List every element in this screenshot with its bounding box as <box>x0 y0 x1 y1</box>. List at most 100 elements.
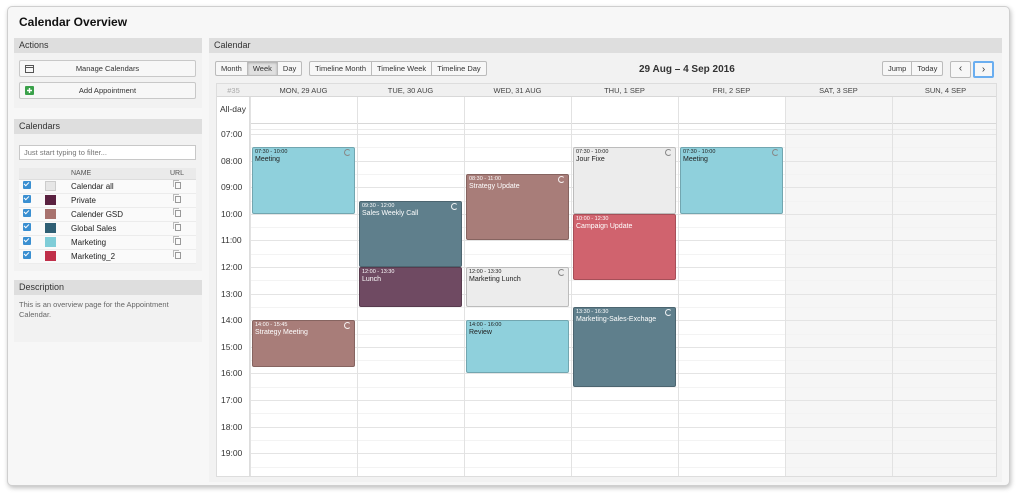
day-column-divider <box>785 84 786 476</box>
calendar-color-swatch[interactable] <box>45 251 56 261</box>
col-check <box>19 168 41 180</box>
appointment-event[interactable]: 08:30 - 11:00 Strategy Update <box>466 173 569 241</box>
calendar-checkbox[interactable] <box>23 181 31 189</box>
hour-label: 09:00 <box>221 182 243 193</box>
timeline-day-button[interactable]: Timeline Day <box>437 64 481 73</box>
timeline-month-button[interactable]: Timeline Month <box>310 62 372 75</box>
calendar-name: Calendar all <box>65 179 166 194</box>
appointment-event[interactable]: 13:30 - 16:30 Marketing-Sales-Exchage <box>573 306 676 387</box>
calendar-checkbox[interactable] <box>23 223 31 231</box>
view-week-button[interactable]: Week <box>247 62 278 75</box>
calendar-checkbox[interactable] <box>23 251 31 259</box>
calendar-checkbox[interactable] <box>23 195 31 203</box>
calendar-color-swatch[interactable] <box>45 209 56 219</box>
appointment-event[interactable]: 12:00 - 13:30 Marketing Lunch <box>466 267 569 307</box>
grid-line <box>217 413 996 415</box>
grid-line <box>217 280 996 282</box>
appointment-event[interactable]: 07:30 - 10:00 Meeting <box>680 147 783 214</box>
col-color <box>41 168 65 180</box>
event-title: Lunch <box>362 276 382 283</box>
grid-line <box>217 123 996 124</box>
view-month-button[interactable]: Month <box>216 62 248 75</box>
recurring-icon <box>665 149 672 157</box>
copy-url-icon[interactable] <box>173 207 181 217</box>
grid-line <box>217 129 996 130</box>
recurring-icon <box>344 149 351 157</box>
calendar-checkbox-cell <box>19 235 41 250</box>
calendar-filter-input[interactable] <box>19 145 196 160</box>
appointment-event[interactable]: 14:00 - 15:45 Strategy Meeting <box>252 320 355 367</box>
add-appointment-button[interactable]: Add Appointment <box>19 82 196 99</box>
today-button[interactable]: Today <box>917 64 938 73</box>
calendar-color-cell <box>41 193 65 208</box>
hour-label: 13:00 <box>221 288 243 299</box>
calendar-url-cell <box>166 207 196 222</box>
copy-url-icon[interactable] <box>173 249 181 259</box>
calendar-url-cell <box>166 249 196 264</box>
copy-url-icon[interactable] <box>173 221 181 231</box>
view-switcher: Month Week Day <box>215 61 303 76</box>
next-week-button[interactable]: › <box>973 61 994 78</box>
calendar-color-swatch[interactable] <box>45 237 56 247</box>
jump-button[interactable]: Jump <box>883 62 913 75</box>
weekend-column <box>892 97 996 476</box>
col-url-header: URL <box>166 168 196 180</box>
calendar-checkbox[interactable] <box>23 237 31 245</box>
copy-url-icon[interactable] <box>173 235 181 245</box>
appointment-event[interactable]: 09:30 - 12:00 Sales Weekly Call <box>359 200 462 267</box>
calendar-name: Calender GSD <box>65 207 166 222</box>
hour-label: 07:00 <box>221 129 243 139</box>
time-column: #35 All-day 07:00 08:00 09:00 10:00 11:00 12:… <box>217 84 250 476</box>
event-time: 13:30 - 16:30 <box>576 308 609 315</box>
recurring-icon <box>451 202 458 210</box>
calendar-url-cell <box>166 179 196 194</box>
app-window: Calendar Overview Actions Manage Calenda… <box>7 6 1010 486</box>
appointment-event[interactable]: 07:30 - 10:00 Meeting <box>252 147 355 214</box>
calendar-color-swatch[interactable] <box>45 181 56 191</box>
appointment-event[interactable]: 07:30 - 10:00 Jour Fixe <box>573 147 676 214</box>
view-day-button[interactable]: Day <box>282 64 297 73</box>
timeline-switcher: Timeline Month Timeline Week Timeline Da… <box>309 61 487 76</box>
event-title: Strategy Update <box>469 182 520 190</box>
grid-line <box>217 453 996 455</box>
grid-line <box>217 466 996 468</box>
day-header: FRI, 2 SEP <box>678 84 785 97</box>
calendar-color-cell <box>41 249 65 264</box>
calendar-color-swatch[interactable] <box>45 195 56 205</box>
event-time: 07:30 - 10:00 <box>576 149 609 156</box>
manage-calendars-label: Manage Calendars <box>75 64 140 73</box>
appointment-event[interactable]: 12:00 - 13:30 Lunch <box>359 267 462 307</box>
jump-today-group: Jump Today <box>882 61 944 76</box>
recurring-icon <box>665 308 672 316</box>
allday-label: All-day <box>220 104 246 114</box>
grid-line <box>217 426 996 428</box>
copy-url-icon[interactable] <box>173 193 181 203</box>
grid-line <box>217 293 996 295</box>
calendars-header: Calendars <box>14 119 202 134</box>
day-column-divider <box>892 84 893 476</box>
calendar-checkbox-cell <box>19 249 41 264</box>
event-time: 12:00 - 13:30 <box>469 269 502 275</box>
event-title: Strategy Meeting <box>255 329 308 337</box>
calendar-color-swatch[interactable] <box>45 223 56 233</box>
chevron-right-icon: › <box>981 64 986 75</box>
calendar-row: Marketing <box>19 235 196 250</box>
event-time: 07:30 - 10:00 <box>255 149 288 156</box>
description-header: Description <box>14 280 202 295</box>
calendar-name: Private <box>65 193 166 208</box>
prev-week-button[interactable]: ‹ <box>950 61 971 78</box>
appointment-event[interactable]: 14:00 - 16:00 Review <box>466 320 569 374</box>
hour-label: 17:00 <box>221 395 243 405</box>
event-time: 10:00 - 12:30 <box>576 215 609 222</box>
chevron-left-icon: ‹ <box>958 63 963 74</box>
timeline-week-button[interactable]: Timeline Week <box>372 62 433 75</box>
event-title: Review <box>469 329 492 337</box>
calendar-url-cell <box>166 235 196 250</box>
manage-calendars-button[interactable]: Manage Calendars <box>19 60 196 77</box>
description-text: This is an overview page for the Appoint… <box>19 300 169 319</box>
copy-url-icon[interactable] <box>173 179 181 189</box>
week-number: #35 <box>217 84 250 97</box>
calendar-checkbox[interactable] <box>23 209 31 217</box>
calendar-url-cell <box>166 221 196 236</box>
appointment-event[interactable]: 10:00 - 12:30 Campaign Update <box>573 213 676 281</box>
